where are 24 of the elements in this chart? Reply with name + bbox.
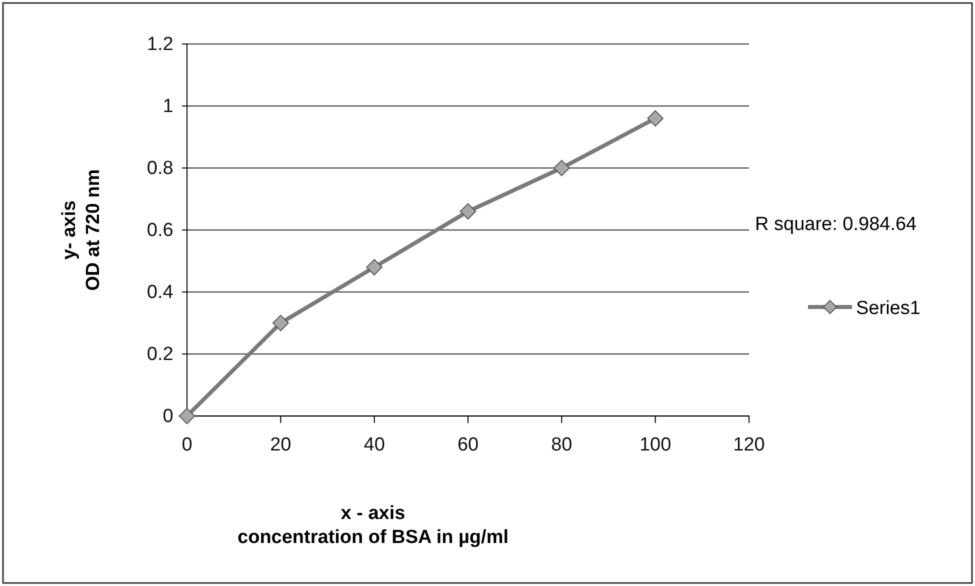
point [272, 314, 289, 332]
x-tick-label: 80 [551, 434, 572, 456]
y-tick-label: 1.2 [146, 34, 174, 56]
point [647, 110, 664, 127]
x-tick-label: 100 [639, 434, 672, 456]
y-tick-label: 0.4 [146, 282, 174, 304]
y-tick-label: 0.6 [146, 220, 174, 242]
y-axis-title: y- axis OD at 720 nm [59, 169, 104, 291]
y-tick-label: 0.8 [146, 158, 174, 180]
y-tick-label: 1 [162, 96, 174, 118]
point [178, 408, 196, 424]
x-tick-label: 20 [270, 434, 292, 456]
point [460, 203, 476, 220]
x-tick-label: 120 [733, 434, 765, 456]
text: R square: 0.984.64 [755, 214, 918, 235]
x-tick-label: 0 [182, 434, 192, 456]
x-tick-label: 40 [364, 434, 385, 456]
point [366, 259, 383, 276]
x-tick-label: 60 [457, 434, 479, 456]
x-axis-title: x - axis concentration of BSA in µg/ml [238, 503, 508, 548]
y-tick-label: 0.2 [146, 344, 174, 366]
point [553, 160, 570, 176]
y-tick-label: 0 [162, 406, 174, 428]
legend-label: Series1 [856, 298, 920, 319]
